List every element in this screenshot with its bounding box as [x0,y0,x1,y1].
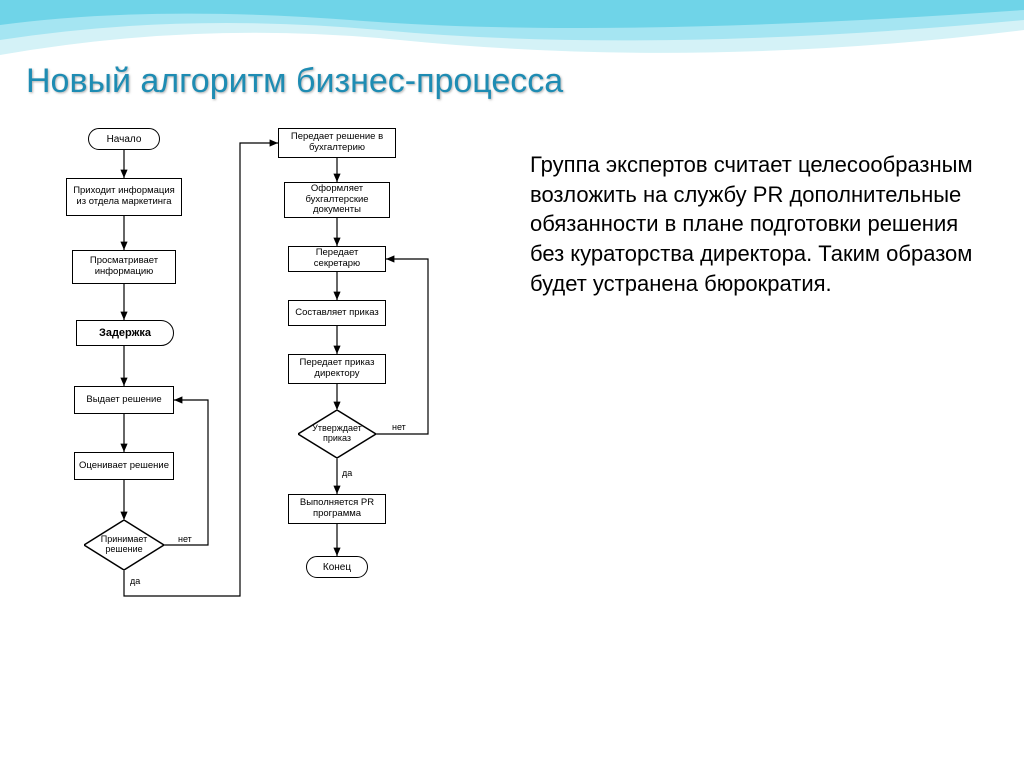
wave-background [0,0,1024,120]
flowchart-edges [40,128,500,688]
description-text: Группа экспертов считает целесообразным … [530,150,980,298]
flowchart-diagram: Начало Приходит информация из отдела мар… [40,128,500,708]
slide-title: Новый алгоритм бизнес-процесса [26,62,563,101]
edge-label-da-1: да [130,576,140,586]
edge-label-da-2: да [342,468,352,478]
edge-label-net-2: нет [392,422,406,432]
edge-label-net-1: нет [178,534,192,544]
